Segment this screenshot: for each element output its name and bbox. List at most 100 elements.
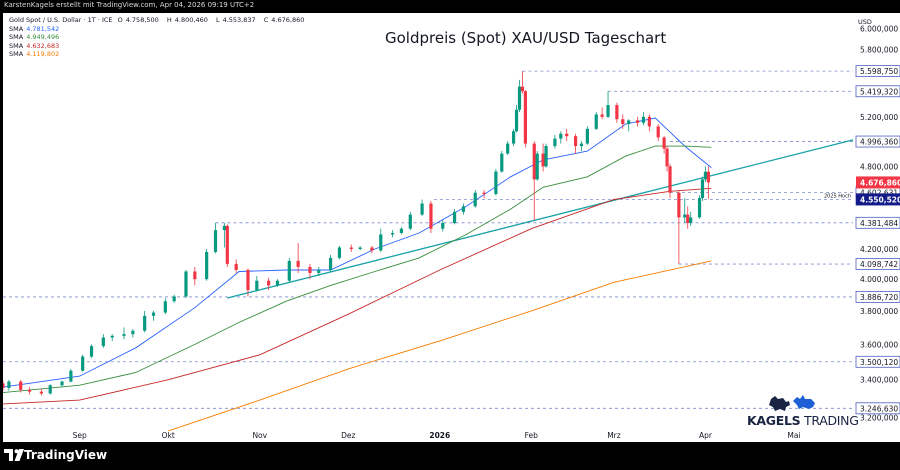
chart-frame: 3.200,000 3.400,000 3.600,000 3.800,000 4.00… bbox=[3, 13, 900, 442]
level-tag-label-0: 5.598,750 bbox=[860, 67, 898, 76]
level-tag-label-9: 3.246,630 bbox=[860, 404, 898, 413]
candle-body bbox=[39, 391, 43, 394]
candle-43 bbox=[429, 200, 433, 233]
candle-83 bbox=[689, 211, 693, 226]
level-tag-8 bbox=[855, 355, 900, 368]
candle-21 bbox=[213, 223, 218, 254]
price-tag-1 bbox=[856, 193, 900, 206]
candle-15 bbox=[151, 310, 156, 321]
candle-body bbox=[420, 203, 424, 215]
x-tick-label-3: Dez bbox=[341, 431, 355, 440]
candle-34 bbox=[337, 246, 342, 260]
candle-31 bbox=[308, 263, 312, 280]
level-tag-label-8: 3.500,120 bbox=[860, 358, 898, 367]
candle-4 bbox=[39, 388, 43, 396]
candle-76 bbox=[656, 124, 660, 142]
candle-body bbox=[19, 381, 23, 390]
candle-28 bbox=[275, 279, 280, 287]
candle-17 bbox=[172, 294, 176, 303]
y-tick-label-0: 3.200,000 bbox=[860, 413, 898, 422]
sma-line-3 bbox=[3, 187, 712, 405]
candle-body bbox=[101, 337, 105, 347]
candle-body bbox=[349, 247, 353, 249]
candle-5 bbox=[48, 384, 52, 395]
legend-sma-1[interactable]: SMA 4.781,542 bbox=[9, 24, 60, 33]
candle-46 bbox=[461, 203, 466, 215]
candle-32 bbox=[317, 266, 321, 277]
candle-body bbox=[544, 146, 548, 167]
legend-sma-2[interactable]: SMA 4.949,496 bbox=[9, 33, 60, 42]
price-tag-label-0: 4.676,860 bbox=[860, 178, 900, 187]
candle-body bbox=[151, 312, 156, 316]
candle-54 bbox=[517, 79, 522, 113]
candle-52 bbox=[511, 128, 516, 147]
candle-53 bbox=[514, 105, 519, 133]
candle-14 bbox=[143, 310, 147, 333]
candle-body bbox=[677, 192, 681, 218]
candle-body bbox=[621, 119, 625, 125]
x-tick-label-1: Okt bbox=[162, 431, 175, 440]
candle-19 bbox=[193, 266, 197, 286]
candle-55 bbox=[520, 71, 525, 94]
candle-70 bbox=[615, 102, 619, 123]
candle-85 bbox=[700, 176, 705, 201]
level-annotation-4: 2025 Hoch bbox=[824, 193, 851, 199]
candle-62 bbox=[559, 131, 563, 144]
candle-body bbox=[275, 280, 280, 286]
y-tick-label-8: 4.800,000 bbox=[860, 162, 898, 171]
candle-body bbox=[234, 263, 238, 270]
candle-78 bbox=[665, 146, 669, 172]
y-tick-label-3: 3.800,000 bbox=[860, 307, 898, 316]
candle-body bbox=[408, 214, 412, 229]
candle-body bbox=[89, 346, 94, 357]
candle-68 bbox=[600, 107, 604, 120]
candle-body bbox=[662, 137, 666, 149]
candle-body bbox=[482, 192, 486, 195]
price-chart[interactable]: 3.200,000 3.400,000 3.600,000 3.800,000 4.00… bbox=[3, 13, 900, 442]
candle-10 bbox=[101, 334, 105, 348]
candle-65 bbox=[579, 141, 584, 152]
candle-body bbox=[81, 356, 85, 371]
y-tick-label-11: 5.800,000 bbox=[860, 45, 898, 54]
legend-sma-4[interactable]: SMA 4.119,802 bbox=[9, 50, 60, 59]
x-tick-label-7: Apr bbox=[699, 431, 713, 440]
candle-49 bbox=[494, 168, 498, 196]
candle-59 bbox=[541, 143, 545, 172]
bull-bear-logo bbox=[769, 395, 815, 411]
level-tag-7 bbox=[855, 291, 900, 303]
tradingview-logo-icon[interactable] bbox=[4, 448, 26, 462]
candle-body bbox=[689, 217, 693, 224]
chart-title: Goldpreis (Spot) XAU/USD Tageschart bbox=[385, 29, 667, 47]
candle-body bbox=[656, 126, 660, 138]
tradingview-wordmark[interactable]: TradingView bbox=[24, 448, 108, 462]
candle-body bbox=[296, 260, 300, 267]
candle-26 bbox=[255, 276, 259, 292]
chart-credit: KarstenKagels erstellt mit TradingView.c… bbox=[4, 1, 255, 9]
candle-body bbox=[143, 315, 147, 331]
price-tag-0 bbox=[856, 176, 900, 189]
candle-42 bbox=[420, 199, 424, 216]
candle-body bbox=[514, 109, 519, 132]
candle-body bbox=[267, 280, 271, 286]
plot-area bbox=[3, 13, 853, 427]
legend-sma-3[interactable]: SMA 4.632,683 bbox=[9, 41, 60, 50]
candle-body bbox=[600, 114, 604, 117]
candle-body bbox=[615, 105, 619, 120]
candle-3 bbox=[27, 387, 32, 395]
y-tick-label-2: 3.600,000 bbox=[860, 340, 898, 349]
candle-body bbox=[370, 247, 374, 251]
candle-0 bbox=[3, 380, 5, 391]
candle-body bbox=[441, 223, 445, 229]
level-tag-2 bbox=[855, 135, 900, 148]
candle-33 bbox=[329, 254, 333, 272]
candle-body bbox=[27, 389, 32, 392]
level-tag-0 bbox=[855, 65, 900, 78]
candle-35 bbox=[349, 244, 353, 252]
candle-body bbox=[500, 153, 504, 172]
chart-legend: Gold Spot / U.S. Dollar · 1T · ICE O 4.75… bbox=[9, 16, 310, 59]
x-tick-label-0: Sep bbox=[73, 431, 87, 440]
candle-38 bbox=[379, 228, 383, 252]
candle-body bbox=[3, 383, 5, 388]
candle-body bbox=[317, 269, 321, 274]
bear-icon bbox=[769, 396, 790, 411]
